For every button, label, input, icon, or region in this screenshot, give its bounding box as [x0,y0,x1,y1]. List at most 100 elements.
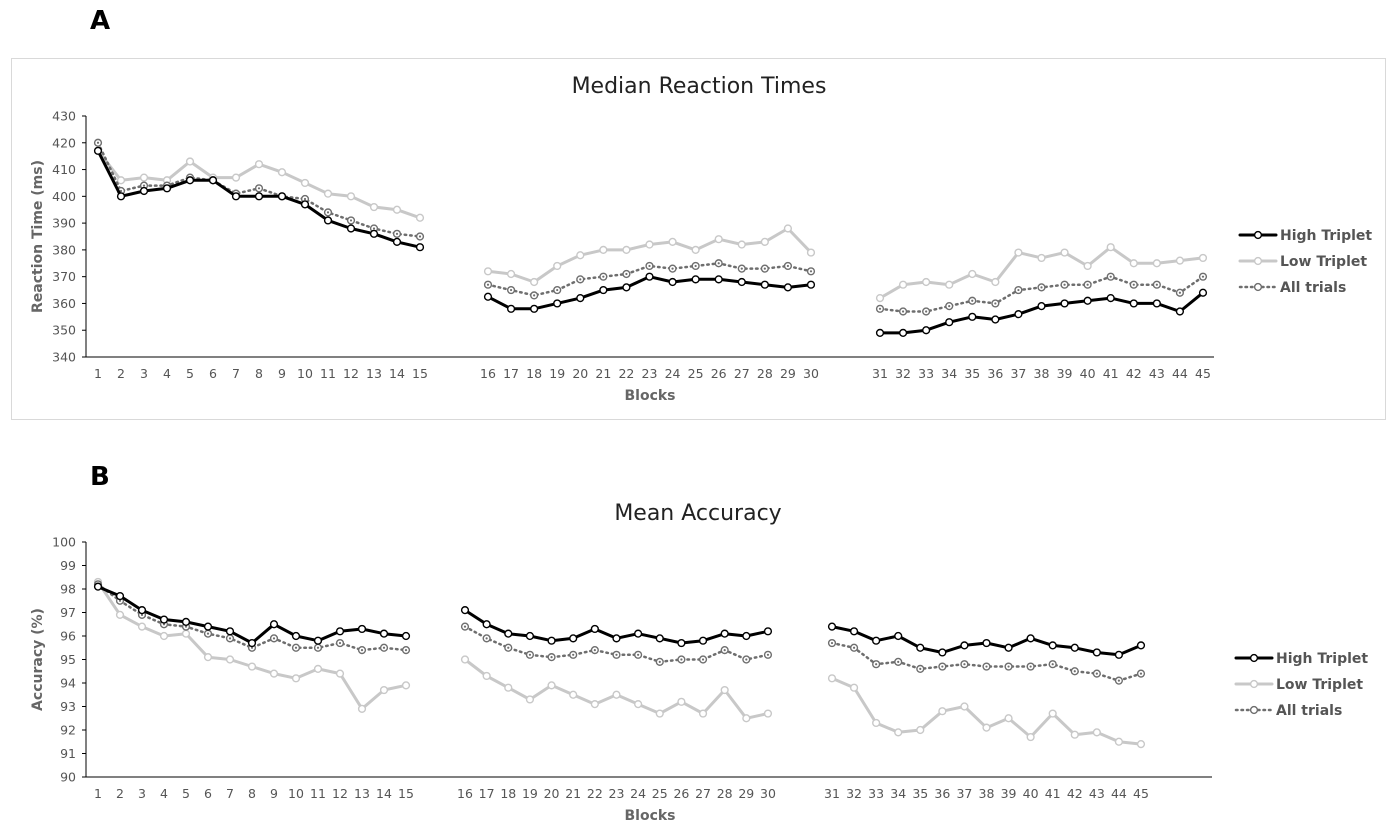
data-point-center-all-trials-a [1178,291,1182,294]
x-tick-label-a: 37 [1010,366,1026,381]
x-tick-label-b: 12 [332,786,348,801]
x-tick-label-b: 32 [846,786,862,801]
data-point-high-triplet-a [945,318,954,327]
x-tick-label-b: 38 [979,786,995,801]
x-tick-label-b: 31 [824,786,840,801]
data-point-high-triplet-b [894,631,903,641]
data-point-low-triplet-b [827,674,837,683]
x-tick-label-b: 6 [204,786,212,801]
panel-letter-a: A [90,6,111,36]
x-tick-label-b: 30 [760,786,776,801]
y-tick-label-b: 94 [60,676,76,691]
data-point-high-triplet-b [525,631,535,641]
data-point-low-triplet-b [181,629,191,638]
x-tick-label-a: 39 [1057,366,1073,381]
data-point-high-triplet-a [968,312,977,321]
y-tick-label-b: 90 [60,770,76,785]
data-point-high-triplet-b [547,636,556,645]
data-point-center-all-trials-b [118,599,122,602]
data-point-center-all-trials-b [338,641,342,645]
data-point-center-all-trials-a [1040,286,1043,289]
data-point-low-triplet-b [612,690,621,699]
data-point-center-all-trials-a [809,270,813,273]
data-point-high-triplet-b [269,620,279,629]
data-point-low-triplet-a [622,245,631,254]
y-tick-label-b: 92 [60,723,76,738]
y-tick-label-a: 380 [52,242,76,257]
x-tick-label-a: 2 [117,366,125,381]
legend-marker-all-trials-b [1249,705,1259,715]
legend-label-low-triplet-a: Low Triplet [1280,254,1367,270]
data-point-center-all-trials-a [509,288,513,292]
data-point-low-triplet-b [1026,732,1035,742]
x-tick-label-a: 6 [209,366,217,381]
data-point-center-all-trials-a [142,184,146,187]
data-point-center-all-trials-a [303,197,307,201]
series-line-all-trials-b [96,583,408,652]
data-point-low-triplet-a [945,280,954,289]
data-point-high-triplet-b [590,624,599,634]
y-tick-label-a: 340 [52,350,76,365]
y-tick-label-b: 100 [52,535,76,550]
data-point-low-triplet-a [1175,256,1185,265]
x-tick-label-b: 29 [738,786,754,801]
data-point-center-all-trials-b [507,646,510,649]
data-point-low-triplet-b [1114,737,1124,746]
data-point-high-triplet-b [960,641,969,650]
data-point-center-all-trials-b [1095,672,1098,675]
data-point-high-triplet-a [277,192,287,201]
data-point-low-triplet-a [875,293,885,303]
data-point-low-triplet-b [1070,730,1079,739]
y-axis-label-a: Reaction Time (ms) [30,160,46,313]
data-point-high-triplet-b [335,627,345,636]
data-point-high-triplet-b [504,629,513,638]
data-point-low-triplet-a [185,157,195,166]
data-point-high-triplet-b [938,648,947,657]
legend-marker-high-triplet-a [1253,230,1263,240]
data-point-center-all-trials-a [971,299,974,302]
x-tick-label-b: 39 [1001,786,1017,801]
data-point-low-triplet-a [323,189,333,198]
data-point-low-triplet-a [277,168,287,177]
data-point-center-all-trials-b [830,641,834,645]
data-point-center-all-trials-a [602,275,605,278]
data-point-high-triplet-a [116,192,126,201]
data-point-center-all-trials-b [250,646,254,649]
data-point-center-all-trials-b [206,632,210,635]
data-point-center-all-trials-b [680,658,683,661]
data-point-high-triplet-b [916,643,925,652]
data-point-high-triplet-b [313,636,323,645]
data-point-high-triplet-b [1136,641,1146,650]
data-point-low-triplet-b [916,725,925,735]
data-point-center-all-trials-b [485,637,488,640]
y-tick-label-b: 91 [60,746,76,761]
x-tick-label-a: 43 [1149,366,1165,381]
data-point-low-triplet-a [645,240,654,249]
chart-title-a: Median Reaction Times [572,74,827,99]
x-tick-label-b: 19 [522,786,538,801]
data-point-center-all-trials-a [1017,288,1020,292]
data-point-high-triplet-a [369,229,379,238]
data-point-low-triplet-b [460,655,470,664]
data-point-low-triplet-b [1092,728,1101,737]
x-tick-label-b: 5 [182,786,190,801]
data-point-high-triplet-a [530,304,539,313]
data-point-low-triplet-a [254,160,264,169]
data-point-center-all-trials-b [1139,672,1143,675]
data-point-center-all-trials-b [528,653,532,656]
data-point-high-triplet-a [346,224,356,233]
data-point-high-triplet-b [482,620,491,629]
data-point-center-all-trials-a [533,294,536,297]
data-point-center-all-trials-a [901,310,905,313]
data-point-center-all-trials-b [1007,665,1010,668]
data-point-low-triplet-a [1083,261,1092,271]
data-point-high-triplet-b [1026,634,1035,643]
data-point-high-triplet-a [1014,310,1023,319]
data-point-high-triplet-a [806,280,816,289]
x-tick-label-b: 7 [226,786,234,801]
x-tick-label-b: 26 [673,786,689,801]
data-point-low-triplet-a [506,269,516,279]
x-tick-label-b: 27 [695,786,711,801]
data-point-low-triplet-b [1048,709,1057,718]
data-point-center-all-trials-b [463,625,467,628]
